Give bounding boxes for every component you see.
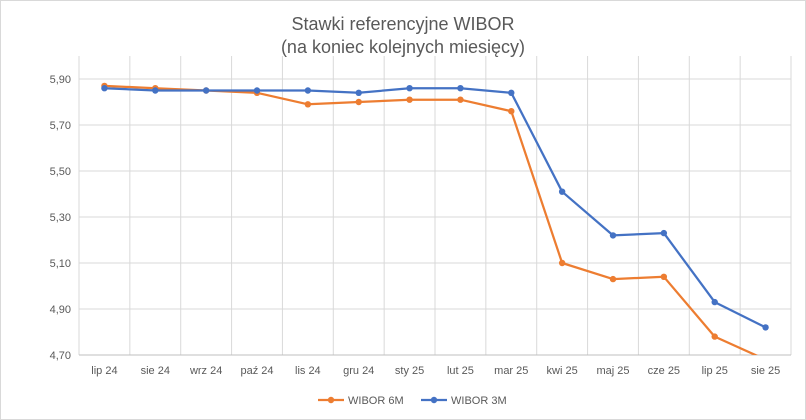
series-0-point-8 <box>508 108 515 115</box>
x-tick-label-3: paź 24 <box>240 365 273 377</box>
series-1-point-2 <box>202 87 210 94</box>
series-1-point-8 <box>508 89 515 97</box>
x-tick-label-6: sty 25 <box>395 365 424 377</box>
series-0-point-7 <box>457 96 464 103</box>
series-1-point-4 <box>304 87 312 94</box>
series-0-point-10 <box>609 275 617 283</box>
x-tick-label-4: lis 24 <box>295 365 321 377</box>
chart-title: Stawki referencyjne WIBOR <box>291 14 515 34</box>
x-tick-label-7: lut 25 <box>447 365 474 377</box>
series-1-point-6 <box>406 85 413 92</box>
series-1-point-1 <box>152 87 159 94</box>
x-tick-label-12: lip 25 <box>702 365 728 377</box>
x-tick-label-8: mar 25 <box>494 365 528 377</box>
y-tick-label-2: 5,50 <box>50 166 71 178</box>
x-tick-label-5: gru 24 <box>343 365 374 377</box>
legend-label-1: WIBOR 3M <box>451 395 507 407</box>
series-0-point-12 <box>711 333 718 340</box>
series-1-point-11 <box>660 229 668 237</box>
x-tick-label-10: maj 25 <box>596 365 629 377</box>
x-tick-label-0: lip 24 <box>91 365 117 377</box>
chart-title-block: Stawki referencyjne WIBOR (na koniec kol… <box>1 13 805 59</box>
series-0-point-6 <box>406 96 413 103</box>
y-tick-label-5: 4,90 <box>50 304 71 316</box>
series-line-1 <box>104 87 767 329</box>
series-1-point-9 <box>558 188 566 195</box>
y-tick-label-3: 5,30 <box>50 212 71 224</box>
y-tick-label-0: 5,90 <box>50 74 71 86</box>
series-0-point-5 <box>355 98 362 106</box>
series-0-point-13 <box>762 356 768 362</box>
series-1-point-12 <box>711 298 718 306</box>
legend-label-0: WIBOR 6M <box>348 395 404 407</box>
series-1-point-13 <box>762 324 769 331</box>
x-tick-label-11: cze 25 <box>648 365 680 377</box>
x-tick-label-13: sie 25 <box>751 365 780 377</box>
series-1 <box>101 85 769 331</box>
series-0-point-11 <box>660 273 668 280</box>
y-tick-label-4: 5,10 <box>50 258 71 270</box>
x-tick-label-2: wrz 24 <box>189 365 222 377</box>
y-tick-label-6: 4,70 <box>50 350 71 362</box>
series-1-point-3 <box>253 87 261 94</box>
y-tick-label-1: 5,70 <box>50 120 71 132</box>
series-1-point-10 <box>609 232 617 239</box>
series-1-point-5 <box>355 89 362 97</box>
series-1-point-7 <box>457 85 464 92</box>
x-tick-label-1: sie 24 <box>141 365 170 377</box>
series-1-point-0 <box>101 85 108 92</box>
legend-marker-0 <box>327 396 335 404</box>
x-tick-label-9: kwi 25 <box>547 365 578 377</box>
series-0-point-9 <box>558 259 566 267</box>
legend-marker-1 <box>430 396 438 404</box>
series-0-point-4 <box>304 101 312 108</box>
chart-subtitle: (na koniec kolejnych miesięcy) <box>280 37 526 57</box>
